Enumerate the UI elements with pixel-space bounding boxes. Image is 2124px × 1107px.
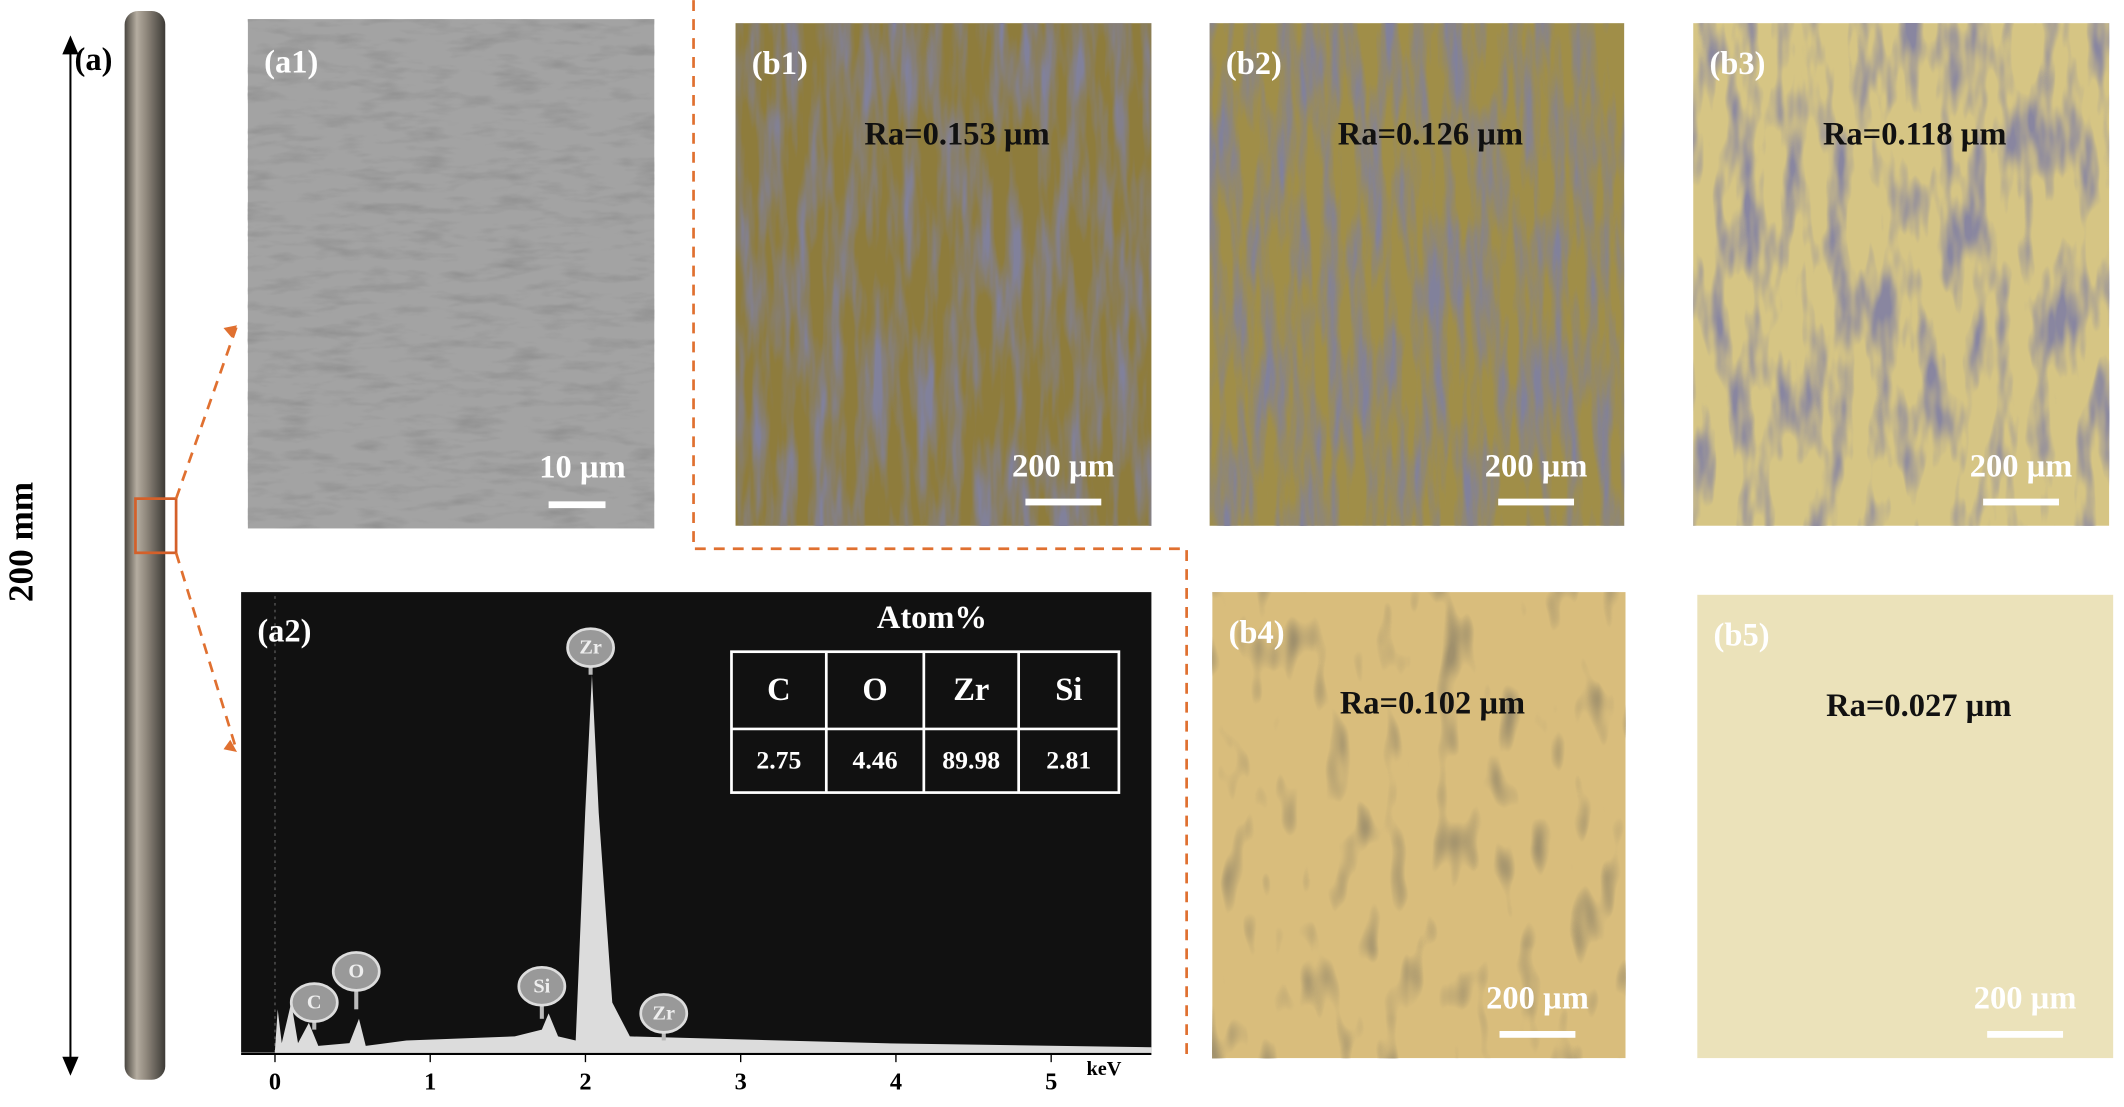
x-tick-label: 2: [579, 1068, 591, 1095]
table-cell: 2.81: [1046, 746, 1091, 775]
scale-label: 200 µm: [1012, 448, 1115, 484]
table-cell: 4.46: [853, 746, 898, 775]
roughness-label: Ra=0.027 µm: [1826, 688, 2011, 724]
scale-bar: [1499, 1030, 1576, 1038]
x-tick-label: 3: [735, 1068, 747, 1095]
eds-annotations: C O Si Zr Zr Atom% C O Zr Si 2.75 4.46 89.98 2.81 0 1 2 3…: [269, 600, 1122, 1095]
panel-label: (b5): [1714, 618, 1770, 654]
panel-label: (b2): [1226, 46, 1282, 82]
panel-label: (b4): [1229, 615, 1285, 651]
x-tick-label: 4: [890, 1068, 902, 1095]
peak-label: C: [307, 992, 322, 1014]
scale-label: 10 µm: [539, 450, 625, 486]
peak-badge: [566, 627, 615, 668]
rod: [124, 10, 166, 1080]
micrograph-texture: [1212, 592, 1626, 1059]
table-cell: 89.98: [942, 746, 1000, 775]
scale-bar: [1983, 498, 2059, 506]
panel-label: (a1): [264, 45, 318, 81]
scale-bar: [1987, 1030, 2064, 1038]
optical-panels: (b1) Ra=0.153 µm 200 µm (b2) Ra=0.126 µm 200 …: [735, 23, 2114, 1059]
peak-label: Si: [533, 975, 550, 997]
zoom-lines: [174, 324, 239, 753]
peak-label: Zr: [579, 637, 602, 659]
x-unit: keV: [1087, 1058, 1122, 1080]
roughness-label: Ra=0.118 µm: [1823, 116, 2007, 152]
peak-badge: [289, 982, 339, 1023]
roughness-label: Ra=0.153 µm: [864, 116, 1049, 152]
scale-bar: [1498, 498, 1575, 506]
peak-label: Zr: [652, 1002, 675, 1024]
scale-bar: [1025, 498, 1102, 506]
peak-badge: [331, 951, 381, 992]
peak-badge: [639, 993, 689, 1034]
table-title: Atom%: [877, 600, 987, 636]
scale-label: 200 µm: [1486, 981, 1589, 1017]
panel-label: (b3): [1709, 46, 1765, 82]
table-cell: 2.75: [756, 746, 801, 775]
eds-panel: [241, 592, 1152, 1053]
table-header: O: [862, 672, 887, 708]
peak-label: O: [348, 960, 364, 982]
micrograph: [1697, 594, 2114, 1059]
scale-label: 200 µm: [1485, 448, 1588, 484]
panel-label: (a2): [257, 614, 311, 650]
panel-label: (b1): [752, 46, 808, 82]
x-tick-label: 1: [424, 1068, 436, 1095]
scale-bar: [548, 501, 606, 509]
zoom-box: [134, 497, 178, 555]
micrograph-texture: [735, 23, 1152, 526]
scale-label: 200 µm: [1974, 981, 2077, 1017]
table-header: C: [767, 672, 790, 708]
divider: [692, 0, 1188, 1060]
length-label: 200 mm: [1, 482, 40, 602]
x-tick-label: 0: [269, 1068, 281, 1095]
table-header: Zr: [953, 672, 989, 708]
scale-label: 200 µm: [1970, 448, 2073, 484]
table-header: Si: [1055, 672, 1082, 708]
micrograph-texture: [1693, 23, 2110, 526]
micrograph-texture: [1209, 23, 1625, 526]
x-tick-label: 5: [1045, 1068, 1057, 1095]
peak-badge: [517, 965, 567, 1007]
zoom-arrowheads: [223, 325, 238, 752]
roughness-label: Ra=0.102 µm: [1340, 685, 1525, 721]
panel-label: (a): [75, 42, 113, 78]
sem-texture: [247, 19, 655, 529]
roughness-label: Ra=0.126 µm: [1338, 116, 1523, 152]
